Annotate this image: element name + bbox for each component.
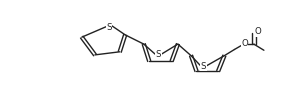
Text: O: O	[241, 39, 248, 48]
Text: S: S	[156, 50, 161, 59]
Text: S: S	[201, 62, 206, 71]
Text: O: O	[254, 27, 261, 36]
Text: S: S	[106, 23, 112, 32]
